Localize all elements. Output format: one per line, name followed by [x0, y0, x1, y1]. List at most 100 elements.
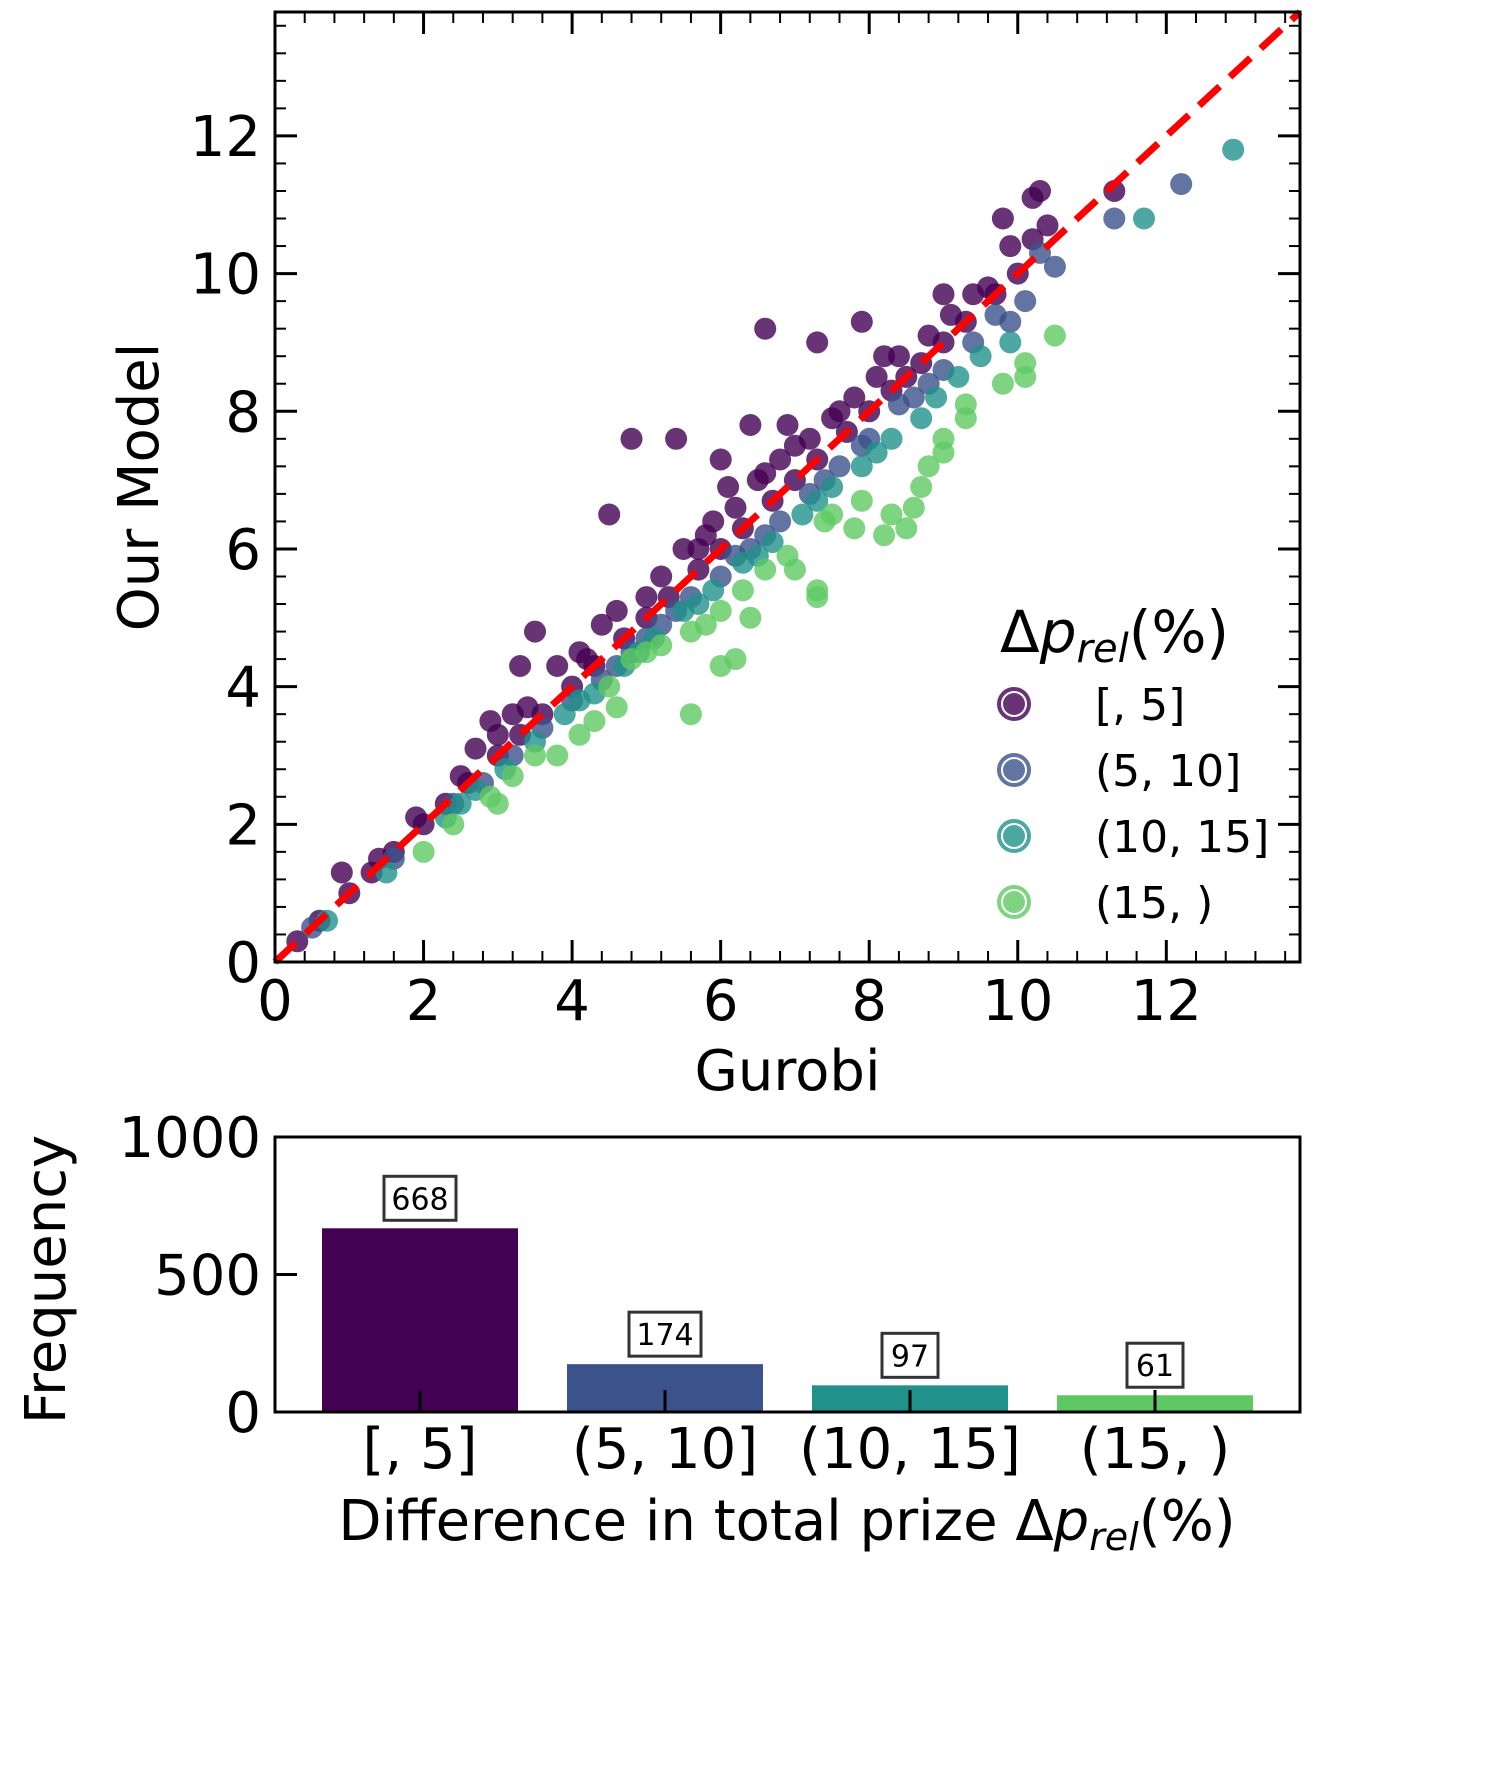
scatter-point [791, 503, 814, 526]
scatter-point [717, 476, 740, 498]
scatter-point [991, 207, 1014, 230]
scatter-point [479, 785, 502, 808]
scatter-point [939, 303, 962, 326]
scatter-points [286, 138, 1245, 953]
scatter-point [865, 365, 888, 388]
scatter-point [754, 317, 777, 340]
scatter-point [828, 400, 851, 423]
bar-bars [322, 1228, 1253, 1412]
x-tick-label: (15, ) [1080, 1417, 1231, 1482]
scatter-point [880, 503, 903, 526]
scatter-point [754, 558, 777, 581]
legend-marker-ring [997, 885, 1031, 919]
scatter-point [330, 861, 353, 884]
legend-title-sub: rel [1077, 626, 1129, 672]
legend-label: (10, 15] [1095, 812, 1269, 863]
scatter-point [620, 427, 643, 450]
legend-title: Δprel(%) [1000, 598, 1229, 672]
scatter-point [568, 689, 591, 712]
scatter-point [873, 524, 896, 547]
bar-value-labels: 668 174 97 61 [382, 1174, 1185, 1389]
scatter-point [709, 599, 732, 622]
scatter-point [917, 324, 940, 347]
scatter-point [546, 744, 569, 767]
scatter-point [412, 840, 435, 863]
x-tick-label: 6 [703, 969, 739, 1034]
scatter-point [843, 517, 866, 540]
scatter-point [769, 510, 792, 533]
scatter-point [821, 476, 844, 498]
scatter-point [999, 235, 1022, 258]
y-tick-label: 6 [225, 518, 261, 583]
scatter-point [917, 455, 940, 478]
bar [322, 1228, 518, 1412]
scatter-point [501, 765, 524, 788]
scatter-point [598, 503, 621, 526]
bar-x-title-suffix: (%) [1139, 1489, 1236, 1554]
bar-x-title-prefix: Difference in total prize [338, 1489, 1015, 1554]
legend-title-symbol: Δ [1000, 598, 1040, 666]
legend-label: [, 5] [1095, 680, 1185, 731]
scatter-point [1014, 352, 1037, 375]
scatter-point [702, 579, 725, 602]
value-label-box [880, 1331, 940, 1379]
scatter-point [739, 414, 762, 436]
y-tick-label: 10 [190, 243, 261, 308]
scatter-point [776, 414, 799, 436]
legend-marker [1003, 693, 1025, 715]
scatter-point [464, 737, 487, 760]
x-tick-label: 10 [982, 969, 1053, 1034]
bar-x-title-sub: rel [1089, 1515, 1139, 1559]
scatter-point [739, 606, 762, 629]
scatter-point [516, 696, 539, 719]
legend-title-suffix: (%) [1129, 598, 1229, 666]
scatter-point [1021, 186, 1044, 209]
scatter-point [969, 345, 992, 368]
scatter-point [486, 723, 509, 746]
legend-marker [1003, 891, 1025, 913]
scatter-point [999, 310, 1022, 333]
reference-line-y-equals-x [272, 9, 1303, 965]
scatter-point [709, 655, 732, 677]
scatter-point [910, 476, 933, 498]
bar-y-axis-title: Frequency [14, 1135, 79, 1424]
scatter-point [769, 448, 792, 471]
value-label-box [627, 1310, 703, 1358]
scatter-point [650, 565, 673, 588]
scatter-point [605, 696, 628, 719]
scatter-point [991, 372, 1014, 395]
value-label-box [1125, 1341, 1185, 1389]
bar-x-title-var: p [1053, 1489, 1090, 1554]
scatter-legend: Δprel(%) [, 5] (5, 10] (10, 15] (15, ) [997, 598, 1269, 929]
scatter-point [546, 655, 569, 677]
scatter-point [672, 538, 695, 560]
x-tick-label: 2 [406, 969, 442, 1034]
scatter-point [442, 813, 465, 836]
scatter-point [1222, 138, 1245, 161]
bar-x-title-symbol: Δ [1015, 1489, 1053, 1554]
value-label: 61 [1136, 1349, 1174, 1384]
scatter-point [724, 496, 747, 519]
scatter-point [679, 703, 702, 726]
legend-marker-ring [997, 753, 1031, 787]
scatter-point [635, 586, 658, 609]
scatter-point [962, 283, 985, 306]
scatter-point [947, 365, 970, 388]
scatter-point [694, 524, 717, 547]
scatter-point [754, 462, 777, 485]
scatter-point [1014, 290, 1037, 313]
legend-marker-ring [997, 819, 1031, 853]
scatter-point [568, 723, 591, 746]
scatter-point [568, 641, 591, 664]
scatter-point [850, 489, 873, 512]
scatter-point [806, 331, 829, 354]
scatter-point [850, 310, 873, 333]
scatter-point [902, 386, 925, 409]
x-tick-label: 0 [257, 969, 293, 1034]
scatter-point [1043, 324, 1066, 347]
x-tick-label: (10, 15] [799, 1417, 1021, 1482]
scatter-point [449, 792, 472, 815]
bar-tick-labels: [, 5] (5, 10] (10, 15] (15, ) 0 500 1000 [118, 1106, 1230, 1482]
scatter-point [590, 613, 613, 636]
scatter-point [895, 517, 918, 540]
